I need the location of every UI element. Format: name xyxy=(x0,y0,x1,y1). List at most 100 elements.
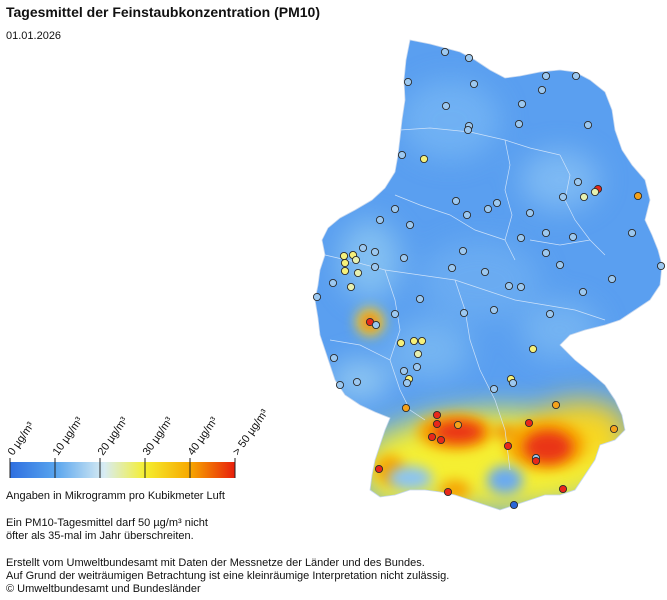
station-marker xyxy=(545,309,555,319)
station-marker xyxy=(403,77,413,87)
station-marker xyxy=(503,441,513,451)
station-marker xyxy=(483,204,493,214)
station-marker xyxy=(417,336,427,346)
station-marker xyxy=(453,420,463,430)
station-marker xyxy=(409,336,419,346)
legend-color-bar xyxy=(10,462,235,478)
legend-tick-label: > 50 µg/m³ xyxy=(231,407,271,458)
station-marker xyxy=(335,380,345,390)
station-marker xyxy=(524,418,534,428)
station-marker xyxy=(412,362,422,372)
legend-tick-label: 10 µg/m³ xyxy=(51,415,86,458)
station-marker xyxy=(568,232,578,242)
credit-line-1: Erstellt vom Umweltbundesamt mit Daten d… xyxy=(6,557,425,569)
station-marker xyxy=(346,282,356,292)
station-marker xyxy=(583,120,593,130)
station-marker xyxy=(573,177,583,187)
map-date: 01.01.2026 xyxy=(6,30,62,42)
legend-tick-label: 40 µg/m³ xyxy=(186,415,221,458)
station-marker xyxy=(656,261,666,271)
station-marker xyxy=(508,378,518,388)
station-marker xyxy=(464,53,474,63)
limit-note-line-1: Ein PM10-Tagesmittel darf 50 µg/m³ nicht xyxy=(6,517,208,529)
station-marker xyxy=(607,274,617,284)
map-title: Tagesmittel der Feinstaubkonzentration (… xyxy=(6,4,321,20)
station-marker xyxy=(390,204,400,214)
station-marker xyxy=(351,255,361,265)
station-marker xyxy=(413,349,423,359)
station-marker xyxy=(405,220,415,230)
station-marker xyxy=(441,101,451,111)
station-marker xyxy=(531,456,541,466)
limit-note-line-2: öfter als 35-mal im Jahr überschreiten. xyxy=(6,530,194,542)
station-marker xyxy=(516,233,526,243)
station-marker xyxy=(525,208,535,218)
station-marker xyxy=(390,309,400,319)
legend-tick-label: 0 µg/m³ xyxy=(6,420,38,458)
station-marker xyxy=(447,263,457,273)
station-marker xyxy=(443,487,453,497)
station-marker xyxy=(469,79,479,89)
station-marker xyxy=(480,267,490,277)
station-marker xyxy=(558,484,568,494)
station-marker xyxy=(489,384,499,394)
credit-line-2: Auf Grund der weiträumigen Betrachtung i… xyxy=(6,570,450,582)
station-marker xyxy=(555,260,565,270)
station-marker xyxy=(370,262,380,272)
station-marker xyxy=(458,246,468,256)
station-marker xyxy=(579,192,589,202)
station-marker xyxy=(396,338,406,348)
station-marker xyxy=(436,435,446,445)
station-marker xyxy=(399,253,409,263)
station-marker xyxy=(537,85,547,95)
station-marker xyxy=(504,281,514,291)
station-marker xyxy=(541,228,551,238)
station-marker xyxy=(419,154,429,164)
station-marker xyxy=(462,210,472,220)
legend-tick-label: 30 µg/m³ xyxy=(141,415,176,458)
station-marker xyxy=(353,268,363,278)
station-marker xyxy=(528,344,538,354)
station-marker xyxy=(401,403,411,413)
station-marker xyxy=(399,366,409,376)
station-marker xyxy=(358,243,368,253)
station-marker xyxy=(375,215,385,225)
station-marker xyxy=(432,410,442,420)
credit-note: Erstellt vom Umweltbundesamt mit Daten d… xyxy=(6,557,449,596)
station-marker xyxy=(352,377,362,387)
station-marker xyxy=(451,196,461,206)
legend-unit-note: Angaben in Mikrogramm pro Kubikmeter Luf… xyxy=(6,490,225,502)
station-marker xyxy=(402,378,412,388)
station-marker xyxy=(459,308,469,318)
station-marker xyxy=(517,99,527,109)
station-marker xyxy=(509,500,519,510)
station-marker xyxy=(514,119,524,129)
station-marker xyxy=(578,287,588,297)
station-marker xyxy=(432,419,442,429)
station-marker xyxy=(571,71,581,81)
station-marker xyxy=(371,320,381,330)
station-marker xyxy=(440,47,450,57)
station-marker xyxy=(590,187,600,197)
station-marker xyxy=(370,247,380,257)
station-marker xyxy=(609,424,619,434)
station-marker xyxy=(541,248,551,258)
station-marker xyxy=(558,192,568,202)
station-marker xyxy=(312,292,322,302)
station-marker xyxy=(374,464,384,474)
station-marker xyxy=(340,258,350,268)
legend: 0 µg/m³ 10 µg/m³ 20 µg/m³ 30 µg/m³ 40 µg/m³ >… xyxy=(6,407,271,478)
station-marker xyxy=(541,71,551,81)
station-marker xyxy=(339,251,349,261)
station-marker xyxy=(340,266,350,276)
station-markers xyxy=(312,47,666,510)
limit-note: Ein PM10-Tagesmittel darf 50 µg/m³ nicht… xyxy=(6,517,208,543)
station-marker xyxy=(415,294,425,304)
station-marker xyxy=(627,228,637,238)
legend-tick-label: 20 µg/m³ xyxy=(96,415,131,458)
station-marker xyxy=(489,305,499,315)
station-marker xyxy=(463,125,473,135)
station-marker xyxy=(397,150,407,160)
germany-pm10-map xyxy=(312,39,666,511)
station-marker xyxy=(633,191,643,201)
